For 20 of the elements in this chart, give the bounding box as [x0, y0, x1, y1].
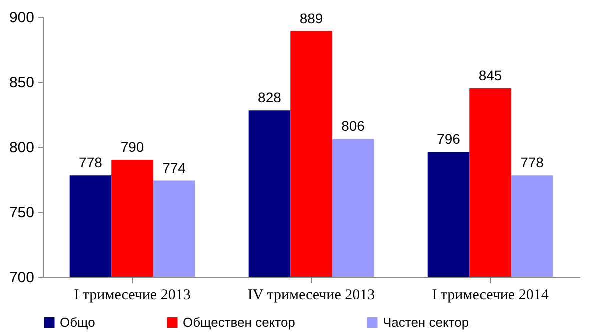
data-label: 845	[478, 68, 502, 84]
data-label: 778	[79, 154, 103, 171]
y-tick-label: 900	[9, 10, 34, 26]
data-label: 778	[520, 154, 544, 171]
x-tick-label: I тримесечие 2014	[432, 288, 550, 304]
y-tick-label: 850	[9, 74, 34, 92]
y-tick-label: 750	[9, 204, 34, 222]
data-label: 796	[437, 131, 461, 148]
y-tick-label: 800	[9, 140, 34, 156]
x-tick-label: IV тримесечие 2013	[248, 288, 376, 304]
data-label: 774	[162, 160, 186, 176]
x-tick-label: I тримесечие 2013	[74, 288, 191, 304]
data-label: 806	[342, 118, 366, 134]
data-label: 889	[300, 10, 324, 26]
legend-label: Частен сектор	[383, 314, 470, 330]
legend-label: Общо	[60, 314, 96, 330]
data-label: 790	[120, 139, 144, 155]
y-tick-label: 700	[9, 270, 34, 286]
data-label: 828	[258, 90, 282, 106]
legend-label: Обществен сектор	[183, 314, 296, 330]
